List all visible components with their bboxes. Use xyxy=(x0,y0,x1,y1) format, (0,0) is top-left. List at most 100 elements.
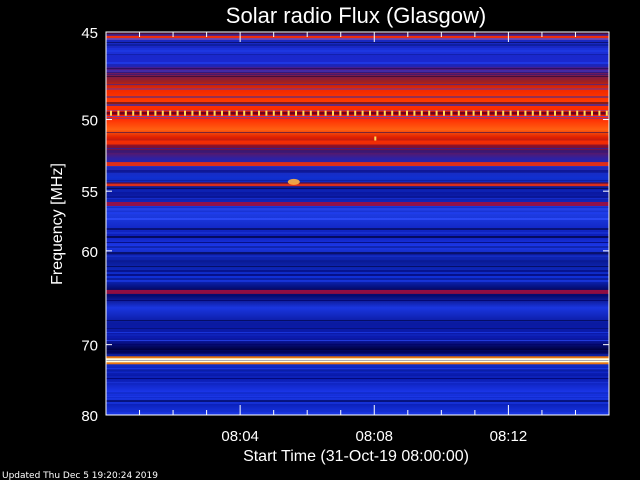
noise-stripe xyxy=(106,260,609,262)
band-core xyxy=(106,358,609,363)
y-tick-label: 55 xyxy=(81,184,98,201)
interference-spike xyxy=(487,110,490,116)
interference-spike xyxy=(280,110,283,116)
interference-spike xyxy=(243,110,246,116)
noise-stripe xyxy=(106,198,609,199)
interference-spike xyxy=(117,110,120,116)
noise-stripe xyxy=(106,208,609,210)
band-line xyxy=(106,182,609,187)
x-axis-label: Start Time (31-Oct-19 08:00:00) xyxy=(243,448,469,465)
noise-stripe xyxy=(106,66,609,67)
y-axis-ticks: 45 50 55 60 70 80 xyxy=(81,25,609,425)
interference-spike xyxy=(265,110,268,116)
interference-spike xyxy=(139,110,142,116)
y-tick-label: 80 xyxy=(81,408,98,425)
noise-stripe xyxy=(106,278,609,280)
interference-spike xyxy=(235,110,238,116)
band-line xyxy=(106,202,609,206)
noise-stripe xyxy=(106,392,609,394)
noise-stripe xyxy=(106,190,609,192)
noise-stripe xyxy=(106,150,609,152)
interference-spike xyxy=(184,110,186,116)
noise-stripe xyxy=(106,44,609,46)
noise-stripe xyxy=(106,246,609,248)
noise-stripe xyxy=(106,384,609,385)
noise-stripe xyxy=(106,410,609,412)
interference-spike xyxy=(465,110,468,116)
band-line xyxy=(106,289,609,294)
frequency-bands xyxy=(106,35,609,365)
interference-spike xyxy=(517,110,519,116)
interference-spike xyxy=(494,110,497,116)
interference-spike xyxy=(428,110,431,116)
noise-stripe xyxy=(106,300,609,301)
interference-spike xyxy=(450,110,453,116)
y-tick-label: 50 xyxy=(81,113,98,130)
noise-stripe xyxy=(106,232,609,234)
noise-stripe xyxy=(106,50,609,52)
band-line xyxy=(106,111,609,115)
noise-stripe xyxy=(106,256,609,257)
noise-stripe xyxy=(106,88,609,90)
plot-frame xyxy=(105,31,610,416)
noise-stripe xyxy=(106,48,609,50)
noise-stripe xyxy=(106,64,609,66)
noise-stripe xyxy=(106,320,609,321)
noise-stripe xyxy=(106,166,609,167)
interference-spike xyxy=(361,110,364,116)
interference-spike xyxy=(198,110,201,116)
noise-stripe xyxy=(106,398,609,400)
interference-spike xyxy=(583,110,586,116)
noise-stripe xyxy=(106,76,609,77)
noise-stripe xyxy=(106,270,609,272)
bright-spot xyxy=(374,136,377,141)
interference-spike xyxy=(346,110,349,116)
noise-stripe xyxy=(106,148,609,149)
interference-spike xyxy=(398,110,401,116)
interference-spike xyxy=(539,110,542,116)
noise-stripe xyxy=(106,170,609,172)
y-tick-label: 45 xyxy=(81,25,98,42)
interference-spike xyxy=(546,110,549,116)
noise-stripe xyxy=(106,38,609,40)
chart-title: Solar radio Flux (Glasgow) xyxy=(226,3,486,28)
noise-stripe xyxy=(106,110,609,111)
interference-spike xyxy=(191,110,194,116)
interference-spike xyxy=(317,110,320,116)
interference-spike xyxy=(576,110,579,116)
noise-stripe xyxy=(106,70,609,72)
interference-spike xyxy=(324,110,327,116)
interference-spike xyxy=(443,110,445,116)
interference-spike xyxy=(420,110,423,116)
interference-spike xyxy=(480,110,482,116)
noise-stripe xyxy=(106,214,609,215)
interference-spike xyxy=(221,110,223,116)
noise-stripe xyxy=(106,236,609,238)
noise-stripe xyxy=(106,186,609,188)
noise-stripe xyxy=(106,242,609,243)
noise-stripe xyxy=(106,196,609,198)
noise-stripe xyxy=(106,180,609,181)
interference-spike xyxy=(339,110,342,116)
noise-stripe xyxy=(106,54,609,55)
noise-stripe xyxy=(106,372,609,373)
noise-stripe xyxy=(106,102,609,104)
noise-stripe xyxy=(106,252,609,254)
noise-stripe xyxy=(106,34,609,36)
noise-stripe xyxy=(106,62,609,64)
interference-spike xyxy=(591,110,593,116)
noise-stripe xyxy=(106,350,609,351)
noise-stripe xyxy=(106,274,609,276)
noise-stripe xyxy=(106,52,609,54)
noise-stripe xyxy=(106,104,609,106)
bright-spot xyxy=(287,178,300,185)
noise-stripe xyxy=(106,338,609,340)
noise-stripe xyxy=(106,74,609,75)
noise-stripe xyxy=(106,254,609,255)
noise-stripe xyxy=(106,188,609,189)
interference-spikes xyxy=(110,110,608,185)
noise-stripe xyxy=(106,352,609,353)
interference-spike xyxy=(554,110,556,116)
updated-timestamp: Updated Thu Dec 5 19:20:24 2019 xyxy=(2,471,158,480)
y-tick-label: 60 xyxy=(81,244,98,261)
